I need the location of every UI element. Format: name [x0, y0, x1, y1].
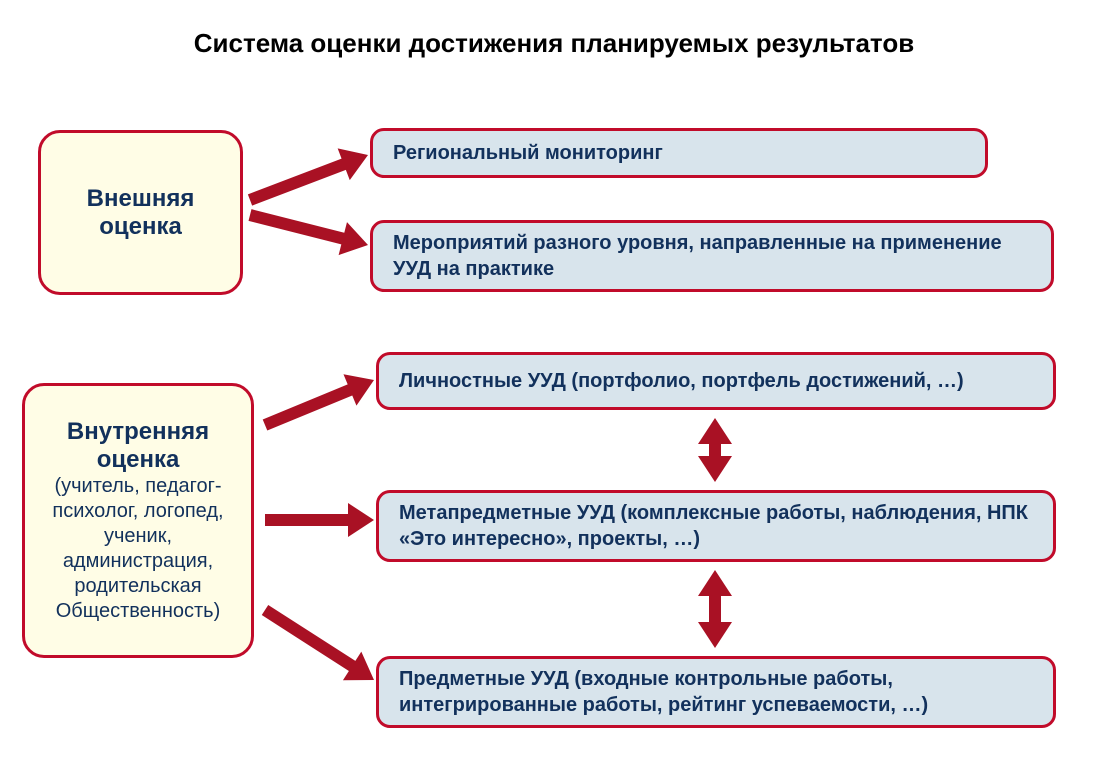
- meta-uud-box: Метапредметные УУД (комплексные работы, …: [376, 490, 1056, 562]
- regional-monitoring-text: Региональный мониторинг: [393, 140, 663, 166]
- regional-monitoring-box: Региональный мониторинг: [370, 128, 988, 178]
- internal-assessment-box: Внутренняя оценка (учитель, педагог-псих…: [22, 383, 254, 658]
- internal-assessment-sub: (учитель, педагог-психолог, логопед, уче…: [33, 474, 243, 624]
- external-assessment-heading: Внешняя оценка: [49, 185, 232, 241]
- meta-uud-text: Метапредметные УУД (комплексные работы, …: [399, 500, 1033, 552]
- subject-uud-box: Предметные УУД (входные контрольные рабо…: [376, 656, 1056, 728]
- external-assessment-box: Внешняя оценка: [38, 130, 243, 295]
- events-box: Мероприятий разного уровня, направленные…: [370, 220, 1054, 292]
- personal-uud-text: Личностные УУД (портфолио, портфель дост…: [399, 368, 964, 394]
- internal-assessment-heading: Внутренняя оценка: [33, 418, 243, 474]
- page-title: Система оценки достижения планируемых ре…: [0, 28, 1108, 59]
- personal-uud-box: Личностные УУД (портфолио, портфель дост…: [376, 352, 1056, 410]
- events-text: Мероприятий разного уровня, направленные…: [393, 230, 1031, 282]
- subject-uud-text: Предметные УУД (входные контрольные рабо…: [399, 666, 1033, 718]
